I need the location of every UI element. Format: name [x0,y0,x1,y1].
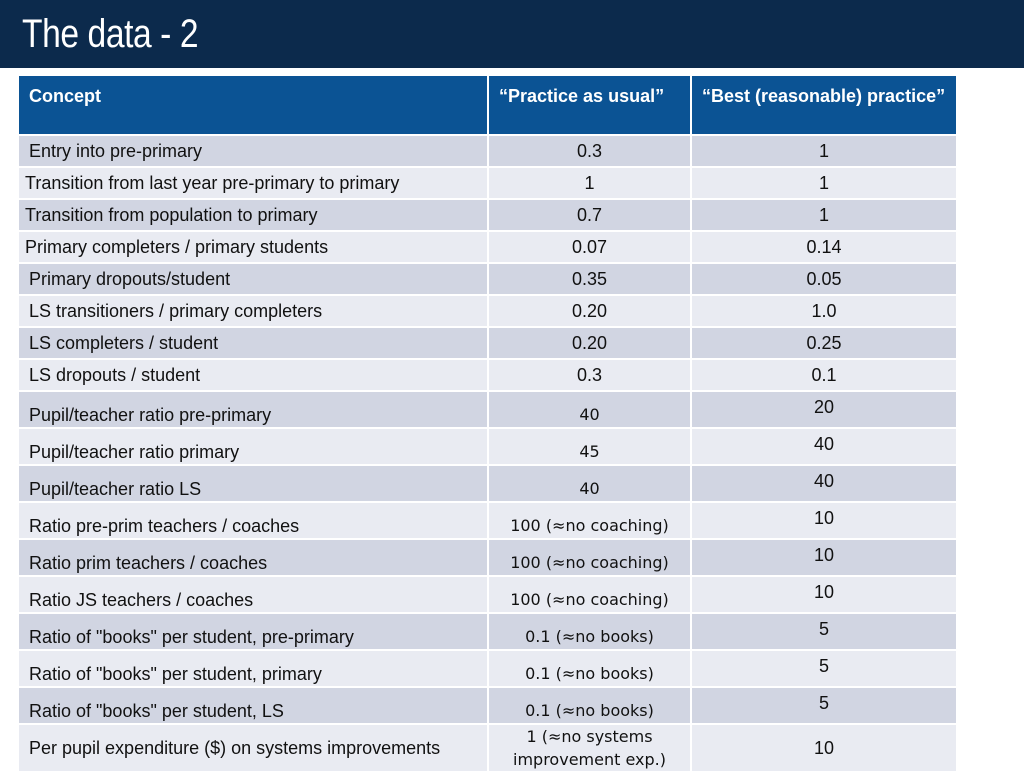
data-table-container: Concept “Practice as usual” “Best (reaso… [17,74,958,773]
usual-cell: 0.1 (≈no books) [487,686,692,725]
best-cell: 40 [690,427,958,466]
table-row: Primary completers / primary students 0.… [17,230,958,264]
concept-cell: Transition from last year pre-primary to… [17,166,489,200]
table-row: Ratio of "books" per student, LS 0.1 (≈n… [17,686,958,725]
concept-cell: Entry into pre-primary [17,134,489,168]
data-table: Concept “Practice as usual” “Best (reaso… [17,74,958,773]
best-cell: 0.05 [690,262,958,296]
concept-cell: Ratio pre-prim teachers / coaches [17,501,489,540]
usual-cell: 40 [487,390,692,429]
best-cell: 40 [690,464,958,503]
concept-cell: Primary completers / primary students [17,230,489,264]
concept-cell: LS transitioners / primary completers [17,294,489,328]
concept-cell: Pupil/teacher ratio primary [17,427,489,466]
table-row: Ratio prim teachers / coaches 100 (≈no c… [17,538,958,577]
usual-cell: 40 [487,464,692,503]
concept-cell: Pupil/teacher ratio LS [17,464,489,503]
usual-cell: 0.35 [487,262,692,296]
table-row: Transition from last year pre-primary to… [17,166,958,200]
usual-cell: 0.7 [487,198,692,232]
usual-cell: 100 (≈no coaching) [487,501,692,540]
best-cell: 10 [690,538,958,577]
table-row: LS dropouts / student 0.3 0.1 [17,358,958,392]
table-row: Ratio JS teachers / coaches 100 (≈no coa… [17,575,958,614]
concept-cell: LS completers / student [17,326,489,360]
table-row: Pupil/teacher ratio primary 45 40 [17,427,958,466]
table-row: Pupil/teacher ratio LS 40 40 [17,464,958,503]
best-cell: 20 [690,390,958,429]
concept-cell: LS dropouts / student [17,358,489,392]
concept-cell: Ratio of "books" per student, pre-primar… [17,612,489,651]
usual-cell: 100 (≈no coaching) [487,575,692,614]
table-row: Ratio pre-prim teachers / coaches 100 (≈… [17,501,958,540]
usual-cell: 0.3 [487,358,692,392]
table-row: Pupil/teacher ratio pre-primary 40 20 [17,390,958,429]
header-best-practice: “Best (reasonable) practice” [690,74,958,136]
usual-cell: 0.07 [487,230,692,264]
usual-cell: 0.20 [487,326,692,360]
concept-cell: Transition from population to primary [17,198,489,232]
best-cell: 10 [690,575,958,614]
usual-cell: 0.3 [487,134,692,168]
table-row: Per pupil expenditure ($) on systems imp… [17,723,958,773]
best-cell: 1 [690,134,958,168]
usual-cell: 45 [487,427,692,466]
best-cell: 0.1 [690,358,958,392]
usual-cell: 1 (≈no systems improvement exp.) [487,723,692,773]
usual-cell: 0.1 (≈no books) [487,612,692,651]
best-cell: 10 [690,723,958,773]
concept-cell: Ratio prim teachers / coaches [17,538,489,577]
usual-cell: 1 [487,166,692,200]
concept-cell: Per pupil expenditure ($) on systems imp… [17,723,489,773]
header-concept: Concept [17,74,489,136]
best-cell: 0.14 [690,230,958,264]
concept-cell: Ratio JS teachers / coaches [17,575,489,614]
concept-cell: Ratio of "books" per student, primary [17,649,489,688]
usual-cell: 0.1 (≈no books) [487,649,692,688]
best-cell: 1 [690,166,958,200]
table-row: LS transitioners / primary completers 0.… [17,294,958,328]
best-cell: 10 [690,501,958,540]
concept-cell: Primary dropouts/student [17,262,489,296]
best-cell: 0.25 [690,326,958,360]
best-cell: 5 [690,686,958,725]
title-bar: The data - 2 [0,0,1024,68]
header-practice-as-usual: “Practice as usual” [487,74,692,136]
best-cell: 5 [690,649,958,688]
table-row: Primary dropouts/student 0.35 0.05 [17,262,958,296]
table-row: LS completers / student 0.20 0.25 [17,326,958,360]
best-cell: 1 [690,198,958,232]
best-cell: 5 [690,612,958,651]
concept-cell: Ratio of "books" per student, LS [17,686,489,725]
table-row: Ratio of "books" per student, pre-primar… [17,612,958,651]
usual-cell-text: 1 (≈no systems improvement exp.) [513,727,666,769]
table-row: Ratio of "books" per student, primary 0.… [17,649,958,688]
table-header-row: Concept “Practice as usual” “Best (reaso… [17,74,958,136]
usual-cell: 0.20 [487,294,692,328]
best-cell: 1.0 [690,294,958,328]
slide-title: The data - 2 [22,12,199,56]
concept-cell: Pupil/teacher ratio pre-primary [17,390,489,429]
table-row: Entry into pre-primary 0.3 1 [17,134,958,168]
table-row: Transition from population to primary 0.… [17,198,958,232]
usual-cell: 100 (≈no coaching) [487,538,692,577]
